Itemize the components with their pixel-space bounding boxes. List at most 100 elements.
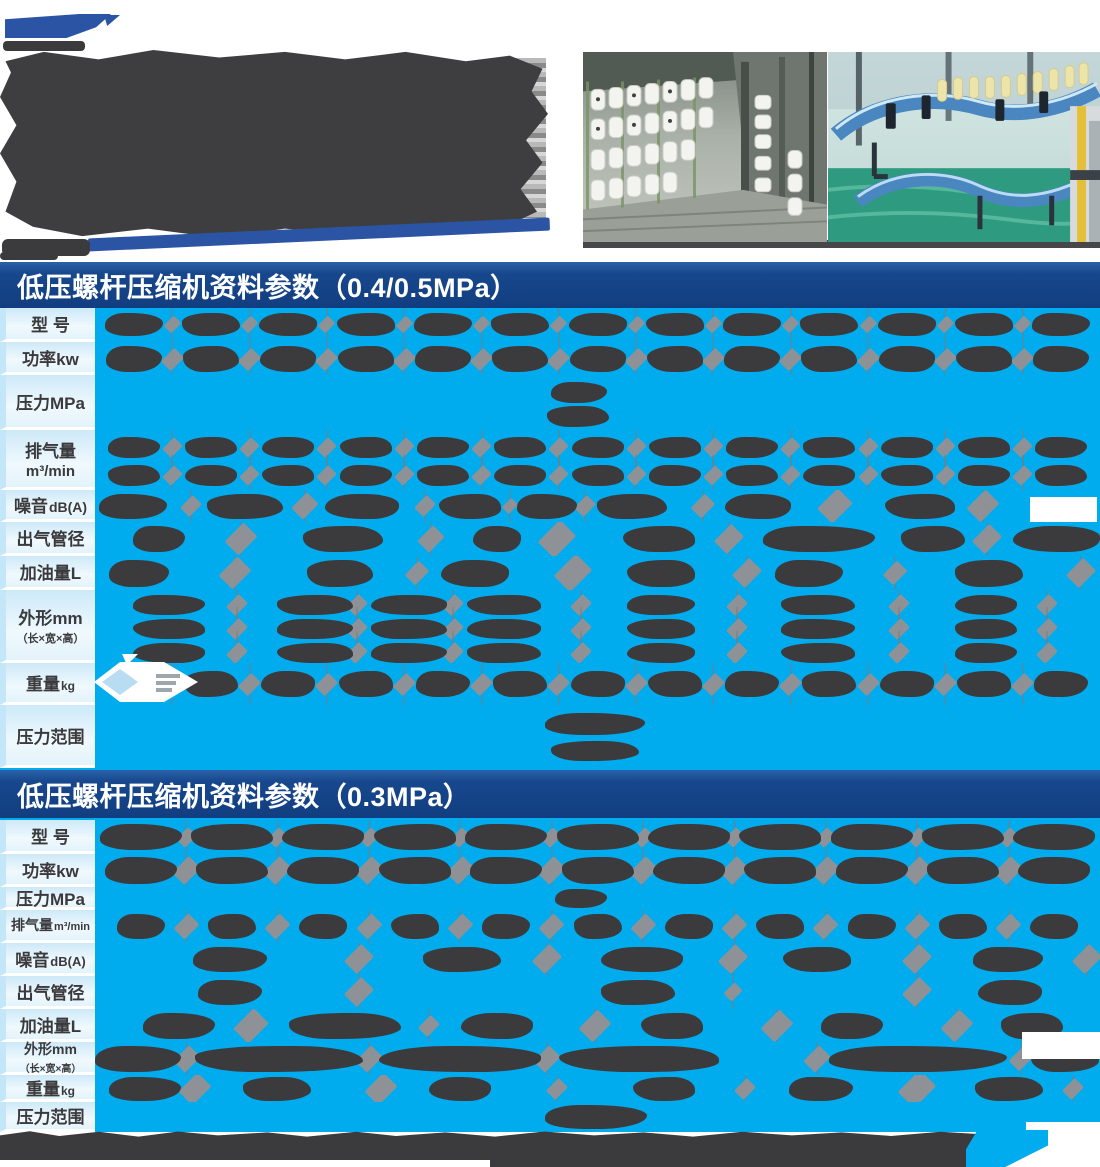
redacted-value: [724, 346, 781, 372]
redacted-value: [104, 313, 163, 336]
redacted-value: [439, 494, 501, 519]
redacted-value: [803, 437, 856, 458]
redacted-value: [1013, 526, 1100, 552]
redacted-value: [262, 437, 315, 458]
column-separator-icon: [760, 1009, 794, 1042]
redacted-value: [208, 914, 257, 939]
photo-shadow: [583, 240, 1100, 248]
column-separator-icon: [574, 490, 596, 522]
redacted-value: [371, 643, 447, 663]
table-data-row: [95, 590, 1100, 663]
column-separator-icon: [224, 522, 258, 556]
redacted-value: [555, 889, 607, 908]
redacted-value: [193, 947, 267, 972]
column-separator-icon: [779, 342, 803, 375]
column-separator-icon: [315, 342, 339, 375]
redacted-value: [338, 671, 393, 697]
redacted-value: [627, 560, 695, 587]
column-separator-icon: [627, 308, 646, 342]
redacted-value: [277, 643, 353, 663]
column-separator-icon: [882, 556, 908, 590]
redacted-value: [182, 346, 239, 372]
redacted-value: [955, 313, 1014, 336]
column-separator-icon: [630, 910, 657, 943]
arrow-banner-graphic: [94, 654, 198, 702]
table-data-row: [95, 854, 1100, 887]
redacted-value: [378, 857, 451, 884]
redacted-value: [371, 619, 447, 639]
redacted-value: [116, 914, 165, 939]
column-separator-icon: [734, 1075, 756, 1102]
redacted-value: [955, 619, 1017, 639]
table-data-row: [95, 910, 1100, 943]
redacted-value: [467, 619, 541, 639]
column-separator-icon: [393, 430, 415, 469]
column-separator-icon: [346, 630, 368, 663]
redacted-value: [647, 824, 730, 850]
redacted-value: [494, 437, 547, 458]
redacted-value: [339, 465, 392, 486]
column-separator-icon: [904, 910, 931, 943]
column-separator-icon: [548, 454, 570, 490]
column-separator-icon: [901, 943, 933, 976]
redacted-value: [494, 465, 547, 486]
column-separator-icon: [632, 820, 654, 854]
table-data-row: [95, 820, 1100, 854]
row-label: 型 号: [0, 820, 95, 854]
table-data-row: [95, 1009, 1100, 1042]
table-data-row: [95, 522, 1100, 556]
redacted-value: [109, 560, 169, 587]
table2-title: 低压螺杆压缩机资料参数（0.3MPa）: [17, 781, 471, 812]
redacted-value: [545, 1105, 647, 1129]
redacted-value: [339, 437, 392, 458]
redacted-value: [277, 595, 353, 615]
redacted-value: [461, 1013, 533, 1039]
redacted-value: [921, 824, 1004, 850]
redacted-value: [571, 465, 624, 486]
redacted-value: [556, 824, 639, 850]
redacted-value: [573, 914, 622, 939]
column-separator-icon: [267, 820, 289, 854]
redacted-value: [601, 980, 675, 1005]
redacted-value: [207, 494, 283, 519]
row-label: 出气管径: [0, 976, 95, 1009]
column-separator-icon: [624, 663, 648, 705]
redacted-value: [379, 1046, 541, 1072]
column-separator-icon: [447, 910, 474, 943]
redacted-value: [415, 671, 470, 697]
redacted-value: [482, 914, 531, 939]
redacted-value: [551, 741, 639, 761]
row-label: 型 号: [0, 308, 95, 342]
redacted-value: [803, 465, 856, 486]
redacted-value: [835, 857, 908, 884]
column-separator-icon: [902, 854, 932, 887]
column-separator-icon: [803, 1042, 831, 1075]
redacted-value: [975, 1077, 1043, 1101]
column-separator-icon: [226, 630, 248, 663]
table-data-row: [95, 705, 1100, 768]
redacted-subtitle-2: [0, 252, 58, 260]
redacted-value: [517, 494, 577, 519]
redacted-value: [325, 494, 399, 519]
column-separator-icon: [160, 342, 184, 375]
table-data-row: [95, 943, 1100, 976]
redacted-value: [289, 1013, 401, 1039]
column-separator-icon: [624, 342, 648, 375]
redacted-value: [880, 437, 933, 458]
redacted-value: [547, 406, 609, 427]
column-separator-icon: [537, 854, 567, 887]
label-column: 型 号功率kw 压力MPa 排气量 m³/min 噪音 dB(A) 出气管径 加油量L 外形mm…: [0, 820, 95, 1132]
column-separator-icon: [226, 606, 248, 652]
column-separator-icon: [1008, 1042, 1034, 1075]
table-data-row: [95, 1042, 1100, 1075]
column-separator-icon: [721, 910, 748, 943]
redacted-value: [633, 1077, 695, 1101]
column-separator-icon: [355, 1042, 383, 1075]
column-separator-icon: [726, 630, 748, 663]
redacted-value: [95, 1046, 181, 1072]
column-separator-icon: [469, 663, 494, 705]
column-separator-icon: [994, 854, 1024, 887]
column-separator-icon: [578, 1009, 612, 1042]
redacted-value: [133, 619, 205, 639]
